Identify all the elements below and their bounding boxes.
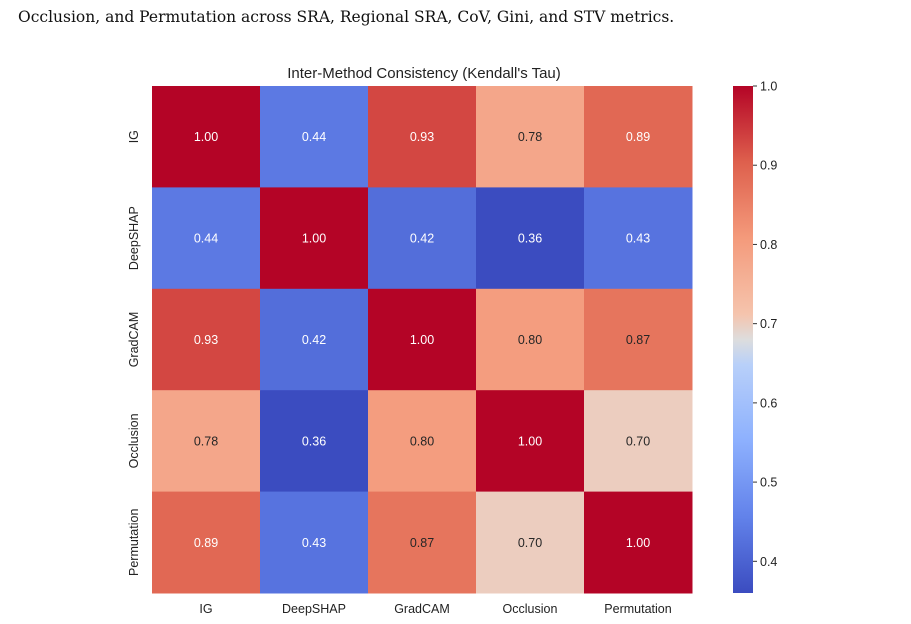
heatmap-cell (584, 187, 693, 290)
y-axis-ticks: IG DeepSHAP GradCAM Occlusion Permutation (127, 130, 141, 576)
cell-value-label: 0.43 (626, 232, 650, 246)
heatmap-cell (260, 491, 369, 594)
cell-value-label: 0.89 (194, 536, 218, 550)
cell-value-label: 0.70 (626, 434, 650, 448)
heatmap-cells: 1.00 0.44 0.93 0.78 0.89 0.44 1.00 0.42 0.36 0.43… (152, 86, 693, 594)
cell-value-label: 0.87 (410, 536, 434, 550)
heatmap-cell (584, 491, 693, 594)
cell-value-label: 0.42 (410, 232, 434, 246)
x-tick-label: DeepSHAP (282, 602, 346, 616)
y-tick-label: IG (127, 130, 141, 143)
cell-value-label: 1.00 (194, 130, 218, 144)
heatmap-cell (476, 86, 585, 188)
cell-value-label: 1.00 (410, 333, 434, 347)
heatmap-cell (152, 288, 261, 391)
y-tick-label: GradCAM (127, 312, 141, 368)
cell-value-label: 0.87 (626, 333, 650, 347)
colorbar-tick-label: 0.6 (760, 396, 777, 410)
colorbar-tick-label: 0.4 (760, 555, 777, 569)
heatmap-cell (368, 86, 477, 188)
colorbar-gradient (733, 86, 753, 593)
heatmap-cell (152, 390, 261, 493)
colorbar-tick-label: 1.0 (760, 80, 777, 94)
cell-value-label: 1.00 (302, 232, 326, 246)
heatmap-cell (584, 288, 693, 391)
heatmap-cell (152, 491, 261, 594)
x-tick-label: Occlusion (503, 602, 558, 616)
colorbar: 1.0 0.9 0.8 0.7 0.6 0.5 0.4 (733, 80, 777, 593)
cell-value-label: 0.89 (626, 130, 650, 144)
heatmap-cell (476, 491, 585, 594)
chart-title: Inter-Method Consistency (Kendall's Tau) (287, 65, 561, 82)
cell-value-label: 0.78 (518, 130, 542, 144)
heatmap-cell (476, 390, 585, 493)
cell-value-label: 0.44 (194, 232, 218, 246)
cell-value-label: 0.36 (302, 434, 326, 448)
heatmap-cell (260, 390, 369, 493)
cell-value-label: 0.80 (410, 434, 434, 448)
cell-value-label: 0.36 (518, 232, 542, 246)
cell-value-label: 0.43 (302, 536, 326, 550)
cell-value-label: 0.93 (410, 130, 434, 144)
colorbar-tick-label: 0.8 (760, 238, 777, 252)
heatmap-cell (368, 288, 477, 391)
figure-caption: Occlusion, and Permutation across SRA, R… (18, 8, 675, 26)
x-axis-ticks: IG DeepSHAP GradCAM Occlusion Permutation (199, 602, 671, 616)
heatmap-cell (584, 86, 693, 188)
cell-value-label: 1.00 (626, 536, 650, 550)
heatmap-cell (260, 288, 369, 391)
heatmap-cell (260, 187, 369, 290)
heatmap-cell (152, 187, 261, 290)
y-tick-label: DeepSHAP (127, 206, 141, 270)
heatmap-cell (476, 187, 585, 290)
heatmap-cell (584, 390, 693, 493)
x-tick-label: GradCAM (394, 602, 450, 616)
colorbar-tick-label: 0.5 (760, 476, 777, 490)
cell-value-label: 0.70 (518, 536, 542, 550)
cell-value-label: 0.42 (302, 333, 326, 347)
heatmap-cell (152, 86, 261, 188)
heatmap-cell (368, 187, 477, 290)
colorbar-tick-label: 0.9 (760, 159, 777, 173)
cell-value-label: 0.93 (194, 333, 218, 347)
x-tick-label: IG (199, 602, 212, 616)
colorbar-tick-label: 0.7 (760, 317, 777, 331)
y-tick-label: Occlusion (127, 413, 141, 468)
x-tick-label: Permutation (604, 602, 671, 616)
cell-value-label: 0.44 (302, 130, 326, 144)
cell-value-label: 0.80 (518, 333, 542, 347)
heatmap-cell (368, 491, 477, 594)
cell-value-label: 0.78 (194, 434, 218, 448)
y-tick-label: Permutation (127, 509, 141, 576)
heatmap-cell (260, 86, 369, 188)
cell-value-label: 1.00 (518, 434, 542, 448)
heatmap-cell (368, 390, 477, 493)
heatmap-cell (476, 288, 585, 391)
